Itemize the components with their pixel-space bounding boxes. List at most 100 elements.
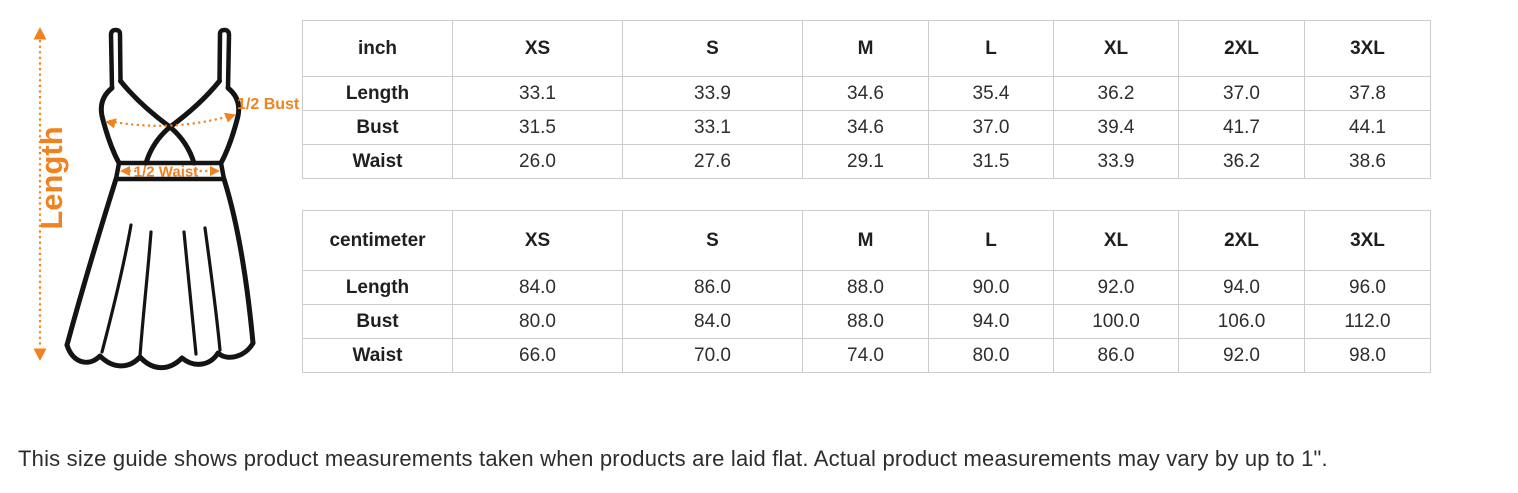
cell-value: 70.0 bbox=[622, 338, 803, 373]
row-label: Bust bbox=[302, 304, 453, 339]
cell-value: 106.0 bbox=[1178, 304, 1305, 339]
skirt-fold-4 bbox=[203, 226, 222, 352]
cell-value: 26.0 bbox=[452, 144, 623, 179]
cell-value: 94.0 bbox=[1178, 270, 1305, 305]
cell-value: 90.0 bbox=[928, 270, 1054, 305]
skirt-fold-1 bbox=[100, 223, 133, 354]
arrow-left-icon bbox=[105, 118, 117, 129]
table-row-length: Length 84.0 86.0 88.0 90.0 92.0 94.0 96.… bbox=[302, 270, 1431, 305]
cell-value: 36.2 bbox=[1178, 144, 1305, 179]
unit-header: centimeter bbox=[302, 210, 453, 271]
skirt-right-edge bbox=[221, 176, 256, 346]
table-row-length: Length 33.1 33.9 34.6 35.4 36.2 37.0 37.… bbox=[302, 76, 1431, 111]
row-label: Length bbox=[302, 76, 453, 111]
cell-value: 80.0 bbox=[452, 304, 623, 339]
cell-value: 41.7 bbox=[1178, 110, 1305, 145]
size-column-header: S bbox=[622, 20, 803, 77]
size-column-header: 2XL bbox=[1178, 20, 1305, 77]
cell-value: 34.6 bbox=[802, 110, 929, 145]
cell-value: 27.6 bbox=[622, 144, 803, 179]
size-tables: inch XS S M L XL 2XL 3XL Length 33.1 33.… bbox=[302, 20, 1431, 373]
cell-value: 86.0 bbox=[1053, 338, 1179, 373]
cell-value: 96.0 bbox=[1304, 270, 1431, 305]
bodice-left-side bbox=[98, 85, 122, 166]
cell-value: 36.2 bbox=[1053, 76, 1179, 111]
wrap-neckline-right bbox=[143, 78, 222, 166]
cell-value: 33.1 bbox=[622, 110, 803, 145]
cell-value: 34.6 bbox=[802, 76, 929, 111]
size-column-header: 3XL bbox=[1304, 20, 1431, 77]
dress-outline bbox=[64, 27, 256, 371]
cell-value: 37.0 bbox=[1178, 76, 1305, 111]
right-strap bbox=[217, 27, 232, 91]
table-row-waist: Waist 26.0 27.6 29.1 31.5 33.9 36.2 38.6 bbox=[302, 144, 1431, 179]
size-guide-note: This size guide shows product measuremen… bbox=[18, 446, 1328, 471]
cell-value: 37.0 bbox=[928, 110, 1054, 145]
size-column-header: 2XL bbox=[1178, 210, 1305, 271]
cell-value: 100.0 bbox=[1053, 304, 1179, 339]
length-arrow bbox=[33, 27, 47, 361]
table-row-waist: Waist 66.0 70.0 74.0 80.0 86.0 92.0 98.0 bbox=[302, 338, 1431, 373]
cell-value: 86.0 bbox=[622, 270, 803, 305]
cell-value: 80.0 bbox=[928, 338, 1054, 373]
size-column-header: M bbox=[802, 20, 929, 77]
size-column-header: L bbox=[928, 210, 1054, 271]
size-column-header: M bbox=[802, 210, 929, 271]
arrow-right-icon bbox=[224, 112, 236, 123]
row-label: Bust bbox=[302, 110, 453, 145]
table-row-bust: Bust 31.5 33.1 34.6 37.0 39.4 41.7 44.1 bbox=[302, 110, 1431, 145]
cell-value: 84.0 bbox=[452, 270, 623, 305]
size-column-header: S bbox=[622, 210, 803, 271]
size-column-header: XL bbox=[1053, 210, 1179, 271]
cell-value: 92.0 bbox=[1053, 270, 1179, 305]
cell-value: 37.8 bbox=[1304, 76, 1431, 111]
cell-value: 94.0 bbox=[928, 304, 1054, 339]
cell-value: 44.1 bbox=[1304, 110, 1431, 145]
half-waist-label: 1/2 Waist bbox=[134, 164, 198, 181]
half-bust-arrow bbox=[105, 112, 236, 129]
arrow-left-icon bbox=[120, 166, 130, 176]
cell-value: 39.4 bbox=[1053, 110, 1179, 145]
row-label: Waist bbox=[302, 144, 453, 179]
size-column-header: XS bbox=[452, 210, 623, 271]
arrow-down-icon bbox=[33, 348, 47, 361]
half-bust-label: 1/2 Bust bbox=[237, 96, 300, 113]
dress-size-diagram: Length 1/2 Bust 1/2 Waist bbox=[33, 27, 300, 371]
cell-value: 98.0 bbox=[1304, 338, 1431, 373]
cell-value: 88.0 bbox=[802, 304, 929, 339]
row-label: Length bbox=[302, 270, 453, 305]
cell-value: 31.5 bbox=[928, 144, 1054, 179]
table-row-bust: Bust 80.0 84.0 88.0 94.0 100.0 106.0 112… bbox=[302, 304, 1431, 339]
size-table-inch: inch XS S M L XL 2XL 3XL Length 33.1 33.… bbox=[302, 20, 1431, 179]
cell-value: 112.0 bbox=[1304, 304, 1431, 339]
left-strap bbox=[108, 27, 123, 91]
size-table-centimeter: centimeter XS S M L XL 2XL 3XL Length 84… bbox=[302, 210, 1431, 373]
cell-value: 88.0 bbox=[802, 270, 929, 305]
cell-value: 31.5 bbox=[452, 110, 623, 145]
cell-value: 33.9 bbox=[1053, 144, 1179, 179]
size-column-header: L bbox=[928, 20, 1054, 77]
cell-value: 33.9 bbox=[622, 76, 803, 111]
arrow-right-icon bbox=[210, 166, 220, 176]
cell-value: 29.1 bbox=[802, 144, 929, 179]
wrap-neckline-left bbox=[118, 78, 197, 166]
unit-header: inch bbox=[302, 20, 453, 77]
length-label: Length bbox=[34, 126, 69, 229]
cell-value: 74.0 bbox=[802, 338, 929, 373]
size-column-header: XL bbox=[1053, 20, 1179, 77]
size-column-header: XS bbox=[452, 20, 623, 77]
cell-value: 35.4 bbox=[928, 76, 1054, 111]
table-header-row: centimeter XS S M L XL 2XL 3XL bbox=[302, 210, 1431, 271]
cell-value: 33.1 bbox=[452, 76, 623, 111]
skirt-hem bbox=[64, 340, 256, 371]
skirt-fold-3 bbox=[182, 230, 198, 356]
half-waist-arrow bbox=[120, 166, 220, 176]
cell-value: 38.6 bbox=[1304, 144, 1431, 179]
skirt-fold-2 bbox=[138, 230, 153, 358]
cell-value: 66.0 bbox=[452, 338, 623, 373]
skirt-left-edge bbox=[64, 176, 119, 348]
arrow-up-icon bbox=[33, 27, 47, 40]
cell-value: 92.0 bbox=[1178, 338, 1305, 373]
row-label: Waist bbox=[302, 338, 453, 373]
table-header-row: inch XS S M L XL 2XL 3XL bbox=[302, 20, 1431, 77]
